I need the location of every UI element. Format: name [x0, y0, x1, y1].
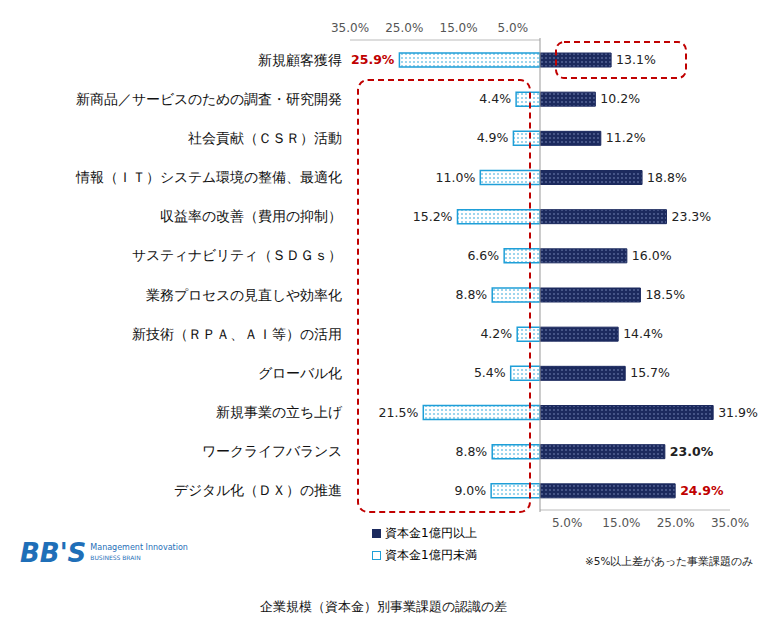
svg-text:新規顧客獲得: 新規顧客獲得	[258, 52, 342, 68]
svg-text:15.2%: 15.2%	[413, 209, 453, 224]
svg-text:16.0%: 16.0%	[632, 248, 672, 263]
svg-text:35.0%: 35.0%	[331, 21, 369, 35]
svg-text:5.0%: 5.0%	[552, 516, 583, 530]
svg-text:11.0%: 11.0%	[436, 170, 476, 185]
svg-text:15.7%: 15.7%	[630, 365, 670, 380]
svg-text:新技術（ＲＰＡ、ＡＩ等）の活用: 新技術（ＲＰＡ、ＡＩ等）の活用	[132, 326, 342, 342]
svg-text:8.8%: 8.8%	[455, 444, 487, 459]
svg-text:25.0%: 25.0%	[657, 516, 695, 530]
svg-text:6.6%: 6.6%	[467, 248, 499, 263]
html-text:資本金1億円以上: 資本金1億円以上	[385, 526, 477, 540]
svg-text:10.2%: 10.2%	[600, 91, 640, 106]
svg-text:デジタル化（ＤＸ）の推進: デジタル化（ＤＸ）の推進	[174, 482, 342, 498]
svg-text:サスティナビリティ（ＳＤＧｓ）: サスティナビリティ（ＳＤＧｓ）	[132, 247, 342, 263]
svg-text:社会貢献（ＣＳＲ）活動: 社会貢献（ＣＳＲ）活動	[188, 130, 342, 146]
svg-text:21.5%: 21.5%	[379, 405, 419, 420]
svg-text:23.0%: 23.0%	[670, 444, 714, 459]
svg-text:4.9%: 4.9%	[477, 130, 509, 145]
svg-text:13.1%: 13.1%	[616, 52, 656, 67]
svg-text:収益率の改善（費用の抑制）: 収益率の改善（費用の抑制）	[160, 208, 342, 224]
html-text:Management Innovation: Management Innovation	[90, 543, 188, 552]
svg-text:24.9%: 24.9%	[680, 483, 724, 498]
svg-text:35.0%: 35.0%	[711, 516, 749, 530]
svg-text:14.4%: 14.4%	[623, 326, 663, 341]
svg-text:5.0%: 5.0%	[498, 21, 529, 35]
svg-text:ワークライフバランス: ワークライフバランス	[202, 443, 342, 459]
svg-text:9.0%: 9.0%	[454, 483, 486, 498]
svg-text:新商品／サービスのための調査・研究開発: 新商品／サービスのための調査・研究開発	[76, 91, 342, 107]
svg-text:25.0%: 25.0%	[385, 21, 423, 35]
svg-text:業務プロセスの見直しや効率化: 業務プロセスの見直しや効率化	[146, 287, 342, 303]
svg-text:5.4%: 5.4%	[474, 365, 506, 380]
svg-text:8.8%: 8.8%	[455, 287, 487, 302]
html-text:資本金1億円未満: 資本金1億円未満	[385, 548, 477, 562]
svg-text:グローバル化: グローバル化	[258, 365, 342, 381]
svg-text:新規事業の立ち上げ: 新規事業の立ち上げ	[216, 404, 343, 420]
svg-text:15.0%: 15.0%	[602, 516, 640, 530]
svg-text:25.9%: 25.9%	[351, 52, 395, 67]
html-text:企業規模（資本金）別事業課題の認識の差: 企業規模（資本金）別事業課題の認識の差	[260, 599, 507, 614]
svg-text:31.9%: 31.9%	[718, 405, 758, 420]
html-text:BB'S: BB'S	[20, 538, 87, 568]
svg-text:4.2%: 4.2%	[480, 326, 512, 341]
svg-text:11.2%: 11.2%	[606, 130, 646, 145]
svg-text:23.3%: 23.3%	[671, 209, 711, 224]
svg-text:情報（ＩＴ）システム環境の整備、最適化: 情報（ＩＴ）システム環境の整備、最適化	[75, 169, 342, 185]
svg-text:18.8%: 18.8%	[647, 170, 687, 185]
svg-text:18.5%: 18.5%	[645, 287, 685, 302]
html-text:BUSINESS BRAIN: BUSINESS BRAIN	[90, 554, 141, 561]
svg-text:15.0%: 15.0%	[440, 21, 478, 35]
svg-text:4.4%: 4.4%	[479, 91, 511, 106]
html-text:※5%以上差があった事業課題のみ: ※5%以上差があった事業課題のみ	[585, 555, 754, 567]
